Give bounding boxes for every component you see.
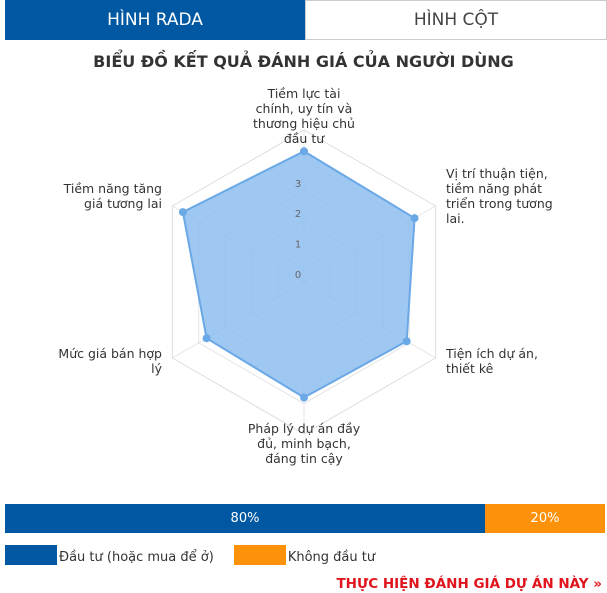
data-point xyxy=(300,393,308,402)
axis-label: thiết kê xyxy=(446,361,494,376)
tick-label: 0 xyxy=(295,270,301,281)
data-point xyxy=(402,337,411,346)
data-point xyxy=(202,334,211,343)
legend-label-invest: Đầu tư (hoặc mua để ở) xyxy=(59,550,214,565)
axis-label: lai. xyxy=(446,211,465,226)
axis-label: giá tương lai xyxy=(84,196,162,211)
axis-label: đáng tin cậy xyxy=(265,451,343,466)
chart-tabs: HÌNH RADA HÌNH CỘT xyxy=(5,0,607,40)
legend-swatch-not-invest xyxy=(233,545,286,565)
axis-label: chính, uy tín và xyxy=(256,101,353,116)
legend-label-not-invest: Không đầu tư xyxy=(287,550,376,565)
chart-title: BIỂU ĐỒ KẾT QUẢ ĐÁNH GIÁ CỦA NGƯỜI DÙNG xyxy=(93,52,514,71)
legend: Đầu tư (hoặc mua để ở) Không đầu tư xyxy=(5,545,375,565)
axis-label: lý xyxy=(151,361,162,376)
axis-label: đủ, minh bạch, xyxy=(257,436,351,451)
tab-bar[interactable]: HÌNH CỘT xyxy=(305,0,607,40)
not-invest-segment: 20% xyxy=(485,504,605,533)
axis-label: Mức giá bán hợp xyxy=(58,346,162,361)
invest-segment: 80% xyxy=(5,504,485,533)
axis-label: Tiện ích dự án, xyxy=(445,346,538,361)
axis-label: Vị trí thuận tiện, xyxy=(446,166,548,181)
distribution-bar: 80% 20% xyxy=(5,504,605,533)
tick-label: 3 xyxy=(295,179,301,190)
data-point xyxy=(300,147,308,156)
axis-label: Pháp lý dự án đầy xyxy=(248,421,361,436)
axis-label: Tiềm lực tài xyxy=(267,86,341,101)
axis-label: tiềm năng phát xyxy=(446,181,542,196)
tick-label: 2 xyxy=(295,209,301,220)
evaluate-project-link[interactable]: THỰC HIỆN ĐÁNH GIÁ DỰ ÁN NÀY » xyxy=(336,576,602,592)
tick-label: 1 xyxy=(295,240,301,251)
axis-label: triển trong tương xyxy=(446,196,553,211)
axis-label: đầu tư xyxy=(284,131,325,146)
legend-swatch-invest xyxy=(5,545,57,565)
axis-label: Tiềm năng tăng xyxy=(63,181,162,196)
data-point xyxy=(178,208,187,217)
axis-label: thương hiệu chủ xyxy=(253,116,355,131)
tab-radar[interactable]: HÌNH RADA xyxy=(5,0,305,40)
data-point xyxy=(410,214,419,223)
